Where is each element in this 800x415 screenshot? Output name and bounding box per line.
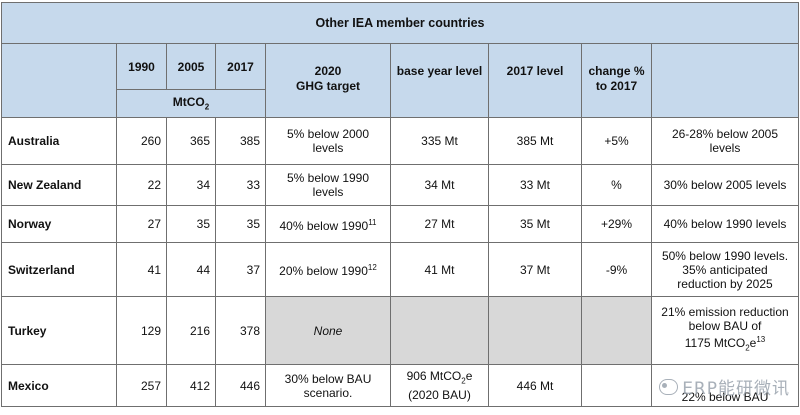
header-2017: 2017	[215, 43, 266, 90]
header-long-term-blank	[651, 43, 799, 118]
cell-long-term-value: 1175 MtCO	[684, 336, 746, 351]
cell-target: 5% below 2000 levels	[265, 117, 391, 165]
cell-level: 37 Mt	[488, 242, 582, 297]
cell-target: None	[265, 296, 391, 365]
table-row: Switzerland 41 44 37 20% below 199012 41…	[1, 242, 799, 297]
country-turkey: Turkey	[1, 296, 117, 365]
cell-base-value: 906 MtCO	[406, 368, 462, 383]
cell-change	[581, 364, 652, 407]
header-1990: 1990	[116, 43, 167, 90]
cell-long-term-text: 21% emission reduction below BAU of	[661, 305, 789, 334]
cell-2017: 385	[215, 117, 266, 165]
cell-long-term: 22% below BAU	[651, 364, 799, 407]
cell-1990: 260	[116, 117, 167, 165]
country-switzerland: Switzerland	[1, 242, 117, 297]
cell-2005: 216	[166, 296, 216, 365]
cell-level: 33 Mt	[488, 164, 582, 206]
cell-change	[581, 296, 652, 365]
cell-level: 35 Mt	[488, 205, 582, 243]
footnote-13: 13	[756, 335, 766, 345]
cell-base: 27 Mt	[390, 205, 489, 243]
cell-target: 5% below 1990 levels	[265, 164, 391, 206]
cell-change: +29%	[581, 205, 652, 243]
cell-2017: 37	[215, 242, 266, 297]
cell-1990: 22	[116, 164, 167, 206]
cell-change: -9%	[581, 242, 652, 297]
cell-long-term: 50% below 1990 levels. 35% anticipated r…	[651, 242, 799, 297]
cell-level	[488, 296, 582, 365]
footnote-12: 12	[367, 263, 377, 272]
ghg-targets-table: Other IEA member countries 1990 2005 201…	[1, 2, 799, 407]
header-unit: MtCO2	[116, 89, 266, 118]
country-new-zealand: New Zealand	[1, 164, 117, 206]
cell-long-term: 21% emission reduction below BAU of 1175…	[651, 296, 799, 365]
country-norway: Norway	[1, 205, 117, 243]
cell-1990: 27	[116, 205, 167, 243]
co2-subscript: 2	[461, 376, 466, 386]
header-unit-sub: 2	[204, 102, 210, 112]
co2-subscript: 2	[745, 343, 750, 353]
cell-base-note: (2020 BAU)	[408, 388, 471, 403]
table-row: Mexico 257 412 446 30% below BAU scenari…	[1, 364, 799, 407]
cell-2005: 412	[166, 364, 216, 407]
cell-2005: 365	[166, 117, 216, 165]
table-row: New Zealand 22 34 33 5% below 1990 level…	[1, 164, 799, 206]
header-change: change % to 2017	[581, 43, 652, 118]
header-2005: 2005	[166, 43, 216, 90]
watermark-text: ERP能研微讯	[682, 379, 790, 399]
watermark: ERP能研微讯	[659, 374, 790, 399]
cell-target-text: 20% below 1990	[279, 264, 368, 278]
cell-1990: 129	[116, 296, 167, 365]
country-australia: Australia	[1, 117, 117, 165]
cell-base: 41 Mt	[390, 242, 489, 297]
header-target: 2020 GHG target	[265, 43, 391, 118]
header-2017-level: 2017 level	[488, 43, 582, 118]
cell-2017: 446	[215, 364, 266, 407]
table-title: Other IEA member countries	[1, 2, 799, 44]
table-row: Norway 27 35 35 40% below 199011 27 Mt 3…	[1, 205, 799, 243]
header-target-line1: 2020	[314, 64, 342, 78]
cell-target: 20% below 199012	[265, 242, 391, 297]
cell-1990: 41	[116, 242, 167, 297]
cell-2005: 44	[166, 242, 216, 297]
cell-base: 34 Mt	[390, 164, 489, 206]
cell-level: 385 Mt	[488, 117, 582, 165]
cell-2017: 35	[215, 205, 266, 243]
cell-change: %	[581, 164, 652, 206]
cell-2005: 34	[166, 164, 216, 206]
header-base-year: base year level	[390, 43, 489, 118]
cell-base-suffix: e	[465, 368, 473, 383]
country-mexico: Mexico	[1, 364, 117, 407]
cell-long-term: 40% below 1990 levels	[651, 205, 799, 243]
wechat-icon	[659, 378, 679, 395]
table-row: Turkey 129 216 378 None 21% emission red…	[1, 296, 799, 365]
cell-long-term: 30% below 2005 levels	[651, 164, 799, 206]
header-target-line2: GHG target	[295, 79, 360, 93]
cell-level: 446 Mt	[488, 364, 582, 407]
cell-2017: 33	[215, 164, 266, 206]
cell-long-term: 26-28% below 2005 levels	[651, 117, 799, 165]
cell-1990: 257	[116, 364, 167, 407]
cell-base	[390, 296, 489, 365]
cell-base: 906 MtCO2e (2020 BAU)	[390, 364, 489, 407]
header-blank	[1, 43, 117, 118]
cell-2017: 378	[215, 296, 266, 365]
cell-target: 40% below 199011	[265, 205, 391, 243]
cell-2005: 35	[166, 205, 216, 243]
cell-change: +5%	[581, 117, 652, 165]
cell-target-text: 40% below 1990	[279, 218, 369, 233]
footnote-11: 11	[368, 217, 377, 227]
cell-base: 335 Mt	[390, 117, 489, 165]
table-row: Australia 260 365 385 5% below 2000 leve…	[1, 117, 799, 165]
cell-target: 30% below BAU scenario.	[265, 364, 391, 407]
header-unit-main: MtCO	[172, 95, 205, 110]
cell-long-term-suffix: e	[749, 336, 757, 351]
